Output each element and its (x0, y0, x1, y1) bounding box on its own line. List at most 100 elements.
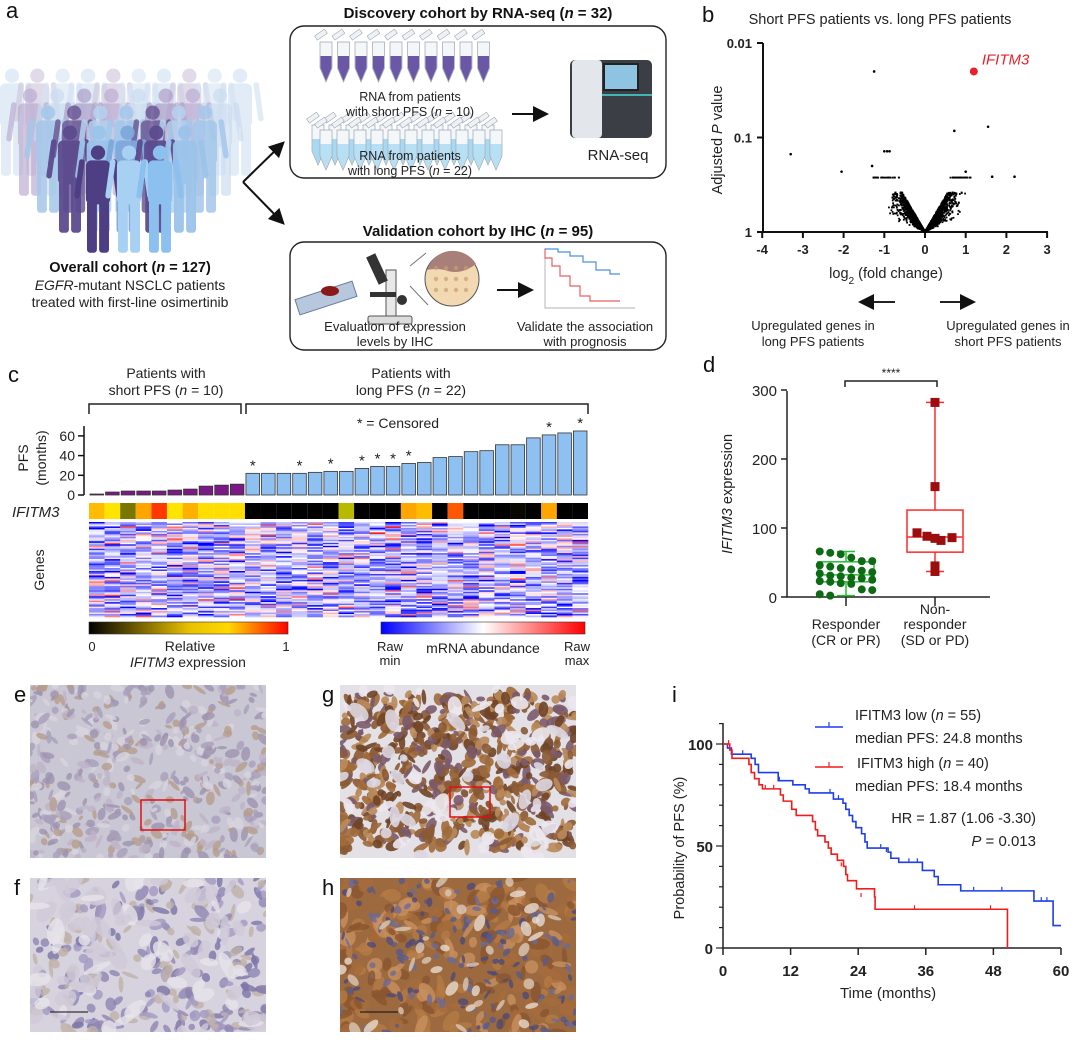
heatmap-cell (494, 600, 511, 603)
heatmap-cell (120, 569, 137, 572)
heatmap-cell (291, 609, 308, 612)
heatmap-cell (494, 566, 511, 569)
heatmap-cell (478, 584, 495, 587)
heatmap-cell (229, 533, 246, 536)
heatmap-cell (135, 535, 152, 538)
heatmap-cell (447, 533, 464, 536)
volcano-point (945, 199, 948, 201)
person-head (91, 125, 106, 140)
heatmap-cell (151, 565, 168, 567)
volcano-point (908, 213, 911, 216)
heatmap-cell (354, 563, 370, 566)
heatmap-cell (276, 597, 293, 600)
heatmap-cell (182, 568, 199, 570)
heatmap-cell (260, 611, 277, 613)
heatmap-cell (276, 605, 293, 607)
volcano-point (943, 198, 946, 201)
heatmap-cell (120, 563, 137, 566)
heatmap-cell (432, 614, 448, 616)
volcano-point (948, 203, 951, 205)
heatmap-cell (276, 541, 293, 544)
heatmap-cell (494, 533, 511, 536)
volcano-point (913, 215, 916, 218)
heatmap-cell (416, 550, 433, 552)
volcano-point (889, 212, 891, 215)
volcano-point (947, 198, 950, 201)
heatmap-cell (244, 524, 261, 527)
heatmap-cell (338, 533, 355, 536)
ifitm3-cell (151, 503, 167, 519)
short-pfs-caption-1: RNA from patients (359, 90, 460, 104)
pfs-bar (105, 491, 120, 496)
heatmap-cell (463, 533, 480, 536)
heatmap-cell (213, 582, 230, 585)
heatmap-cell (478, 527, 495, 530)
heatmap-cell (229, 603, 246, 606)
heatmap-cell (213, 524, 230, 527)
heatmap-cell (447, 615, 464, 618)
heatmap-cell (120, 566, 137, 569)
volcano-outlier-point (872, 70, 876, 73)
heatmap-cell (260, 597, 277, 600)
heatmap-cell (400, 579, 417, 582)
heatmap-cell (291, 570, 308, 573)
ifitm3-cell (556, 503, 573, 519)
heatmap-cell (478, 569, 495, 572)
volcano-point (939, 209, 941, 212)
heatmap-cell (120, 557, 137, 560)
heatmap-cell (276, 614, 293, 616)
heatmap-cell (213, 581, 230, 584)
heatmap-cell (276, 547, 293, 550)
heatmap-cell (135, 605, 152, 607)
heatmap-cell (463, 591, 480, 594)
volcano-point (921, 227, 924, 230)
heatmap-cell (354, 557, 370, 560)
heatmap-cell (322, 599, 339, 601)
volcano-outlier-point (964, 170, 967, 173)
heatmap-cell (447, 594, 464, 597)
heatmap-cell (494, 615, 511, 618)
volcano-outlier-point (986, 125, 990, 129)
heatmap-cell (416, 599, 433, 601)
overall-cohort-desc-part: -mutant NSCLC patients (74, 277, 226, 293)
heatmap-cell (120, 576, 137, 579)
heatmap-cell (135, 600, 152, 603)
heatmap-cell (432, 584, 448, 587)
heatmap-cell (307, 587, 324, 590)
heatmap-cell (447, 553, 464, 555)
heatmap-cell (291, 566, 308, 569)
heatmap-cell (104, 553, 121, 555)
tube-liquid (425, 56, 437, 81)
volcano-point (943, 216, 946, 219)
heatmap-cell (244, 535, 261, 538)
censored-star: * (406, 447, 412, 464)
heatmap-cell (104, 575, 121, 578)
heatmap-cell (307, 553, 324, 555)
heatmap-cell (478, 535, 495, 538)
heatmap-cell (338, 523, 355, 526)
volcano-point (941, 213, 944, 216)
tube-cap (401, 28, 416, 41)
heatmap-cell (385, 573, 402, 576)
volcano-point (912, 221, 915, 224)
volcano-point (964, 176, 967, 179)
volcano-point (952, 193, 955, 196)
volcano-point (909, 219, 912, 222)
volcano-outlier-point (789, 152, 792, 156)
heatmap-cell (213, 535, 230, 538)
heatmap-cell (369, 572, 386, 575)
person-arm (6, 102, 17, 142)
volcano-point (954, 194, 957, 197)
heatmap-cell (135, 596, 152, 599)
heatmap-cell (322, 582, 339, 585)
heatmap-cell (322, 524, 339, 527)
heatmap-cell (400, 556, 417, 558)
heatmap-cell (120, 545, 137, 548)
heatmap-cell (354, 559, 370, 561)
censored-star: * (297, 457, 303, 474)
heatmap-cell (182, 573, 199, 576)
heatmap-cell (104, 530, 121, 533)
tube-cap (365, 116, 379, 129)
volcano-point (962, 176, 965, 179)
heatmap-cell (338, 578, 355, 581)
